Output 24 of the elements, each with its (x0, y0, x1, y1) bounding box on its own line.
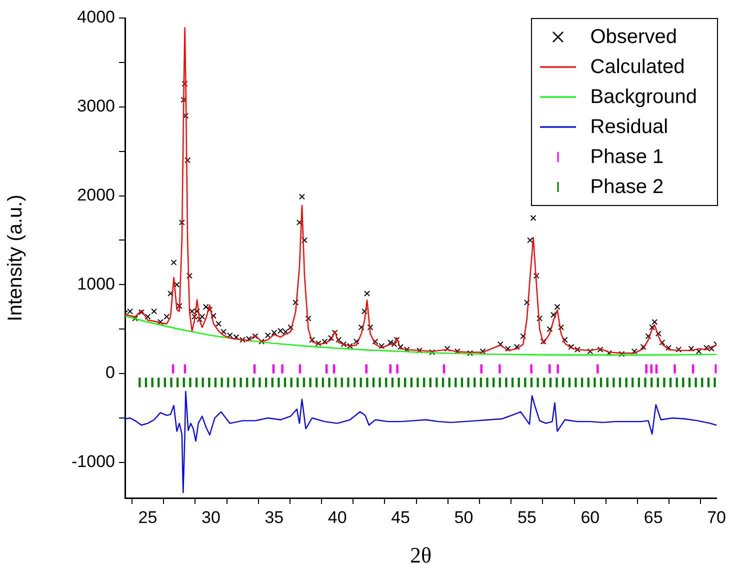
legend-label: Observed (590, 26, 677, 48)
y-tick-label: 4000 (77, 8, 115, 27)
x-tick-label: 70 (707, 508, 726, 527)
legend-label: Phase 2 (590, 176, 664, 198)
x-tick-label: 25 (138, 508, 158, 527)
legend-label: Calculated (590, 56, 685, 78)
x-axis-title: 2θ (410, 542, 432, 568)
x-tick-label: 40 (328, 508, 347, 527)
legend-label: Residual (590, 116, 668, 138)
y-tick-label: -1000 (72, 452, 115, 472)
x-tick-label: 60 (580, 508, 600, 527)
x-tick-label: 30 (201, 508, 220, 527)
x-tick-label: 65 (644, 508, 663, 527)
x-tick-label: 45 (391, 508, 410, 527)
y-axis-title: Intensity (a.u.) (4, 194, 27, 322)
x-tick-label: 55 (517, 508, 536, 527)
y-tick-label: 3000 (77, 96, 115, 116)
x-tick-label: 50 (454, 508, 474, 527)
x-tick-label: 35 (264, 508, 284, 527)
legend-label: Phase 1 (590, 146, 664, 168)
y-tick-label: 2000 (77, 185, 115, 204)
y-tick-label: 0 (106, 363, 115, 382)
y-tick-label: 1000 (77, 274, 115, 294)
legend-label: Background (590, 86, 697, 108)
